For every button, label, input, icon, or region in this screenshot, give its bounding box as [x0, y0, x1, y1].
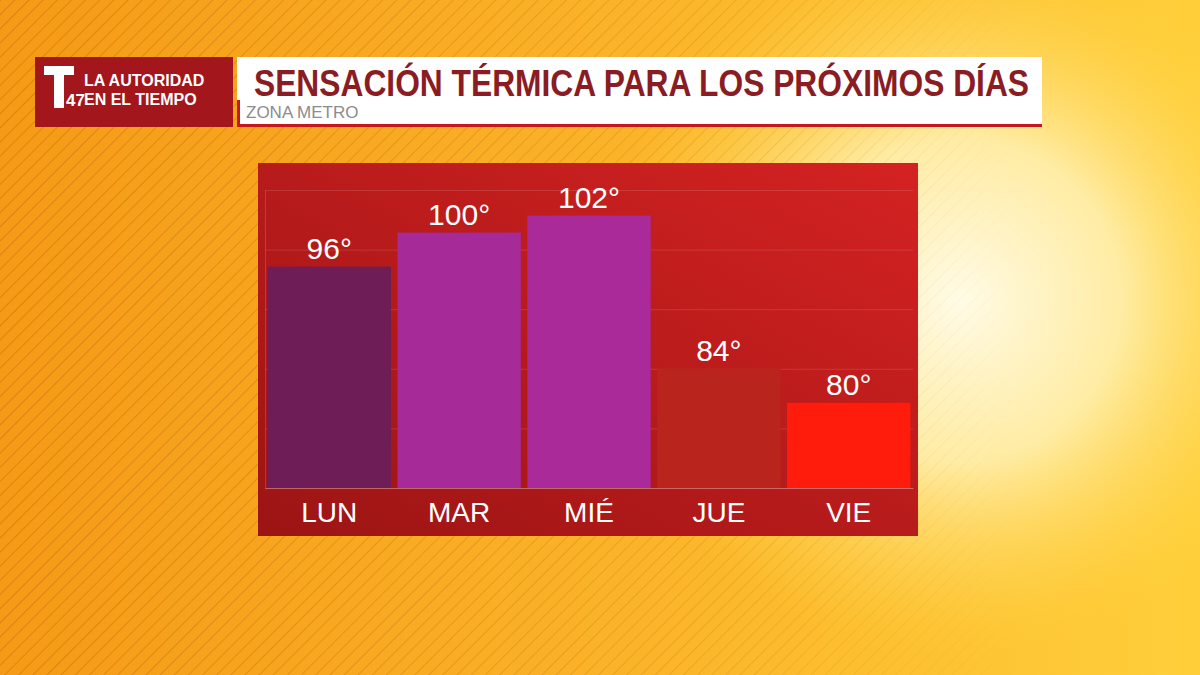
- data-label: 96°: [307, 232, 352, 265]
- bar: [787, 403, 910, 488]
- x-tick-label: VIE: [826, 497, 871, 528]
- data-labels: 96° 100° 102° 84° 80°: [307, 181, 872, 401]
- title: SENSACIÓN TÉRMICA PARA LOS PRÓXIMOS DÍAS: [254, 62, 1029, 104]
- y-axis-line: [265, 191, 266, 489]
- y-tick: [265, 488, 913, 489]
- logo-text: LA AUTORIDAD: [84, 72, 204, 89]
- data-label: 80°: [826, 368, 871, 401]
- chart-root: 47 LA AUTORIDAD EN EL TIEMPO SENSACIÓN TÉRM…: [0, 0, 1200, 675]
- data-label: 84°: [696, 334, 741, 367]
- title-box: [237, 57, 1042, 124]
- x-tick: MIÉ: [564, 488, 614, 528]
- background-fill: [0, 0, 1200, 675]
- chart-panel: [258, 163, 918, 536]
- bar: [268, 267, 391, 488]
- x-tick-label: LUN: [301, 497, 357, 528]
- background: [0, 0, 1200, 675]
- x-tick-label: MAR: [428, 497, 490, 528]
- subtitle: ZONA METRO: [246, 103, 358, 122]
- x-tick-label: MIÉ: [564, 497, 614, 528]
- x-axis: LUN MAR MIÉ JUE VIE: [266, 488, 914, 528]
- x-axis-line: [266, 488, 914, 489]
- x-tick: MAR: [428, 488, 490, 528]
- bars: [268, 216, 911, 488]
- logo-box: [35, 57, 233, 127]
- sun-glow: [0, 0, 1200, 675]
- bar: [397, 233, 520, 488]
- subtitle-marker: [237, 100, 240, 124]
- x-tick: JUE: [692, 488, 745, 528]
- bar: [657, 369, 780, 488]
- x-tick: LUN: [301, 488, 357, 528]
- x-tick: VIE: [826, 488, 871, 528]
- bar: [527, 216, 650, 488]
- x-tick-label: JUE: [692, 497, 745, 528]
- hatching: [0, 0, 1200, 675]
- data-label: 100°: [428, 198, 490, 231]
- header: 47 LA AUTORIDAD EN EL TIEMPO SENSACIÓN TÉRM…: [35, 57, 1042, 127]
- grid-line: [265, 488, 913, 489]
- logo-text: EN EL TIEMPO: [84, 91, 197, 108]
- title-underline: [237, 124, 1042, 127]
- data-label: 102°: [558, 181, 620, 214]
- logo-number: 47: [66, 91, 85, 110]
- y-axis: [265, 191, 913, 489]
